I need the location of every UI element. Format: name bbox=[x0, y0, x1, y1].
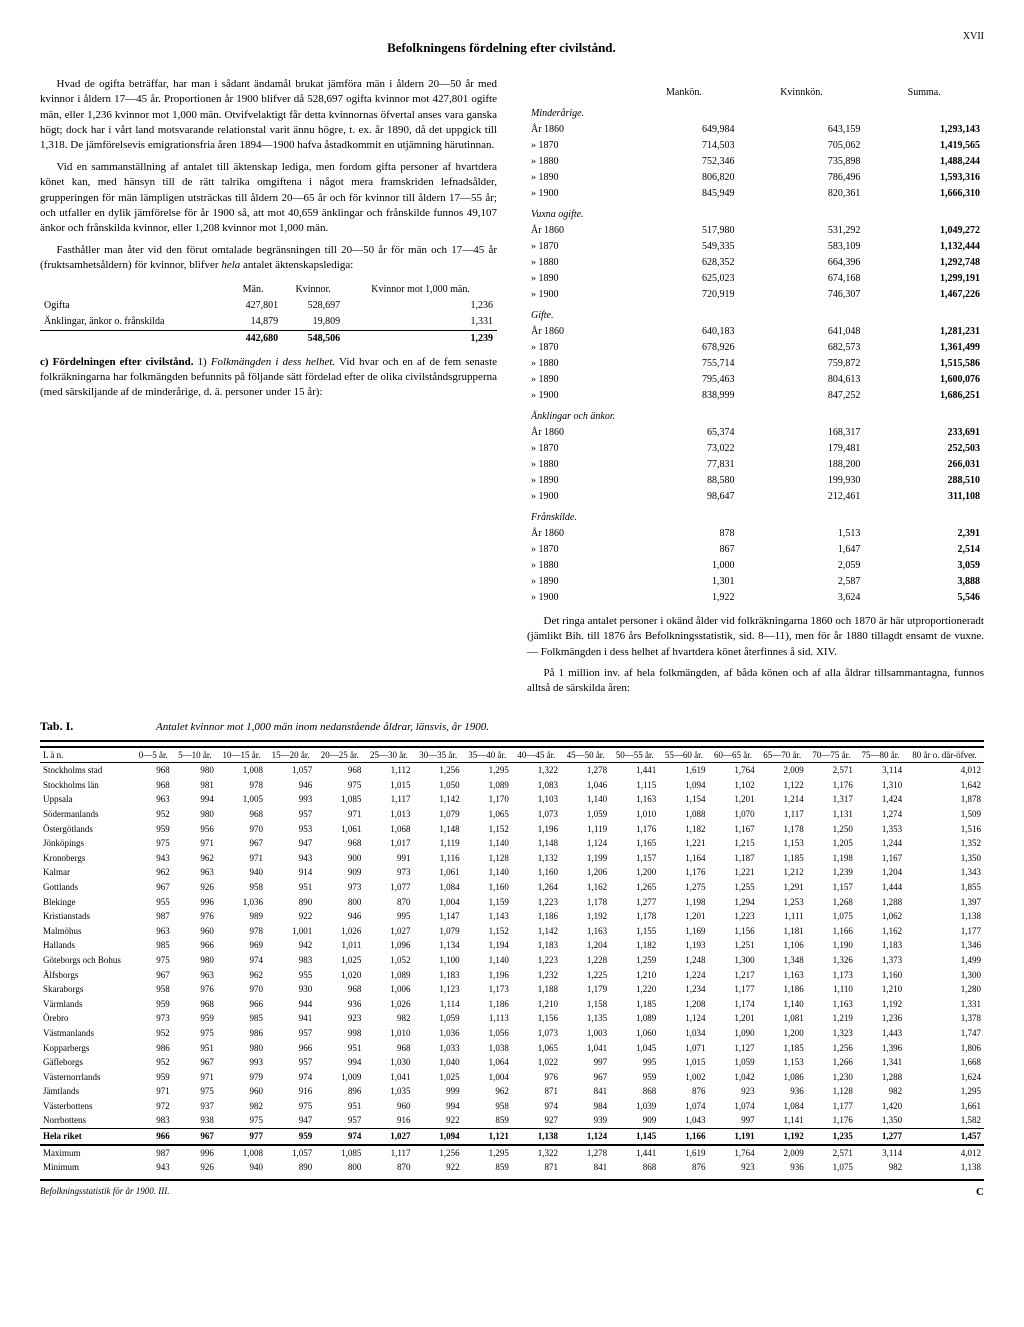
paragraph-3: Fasthåller man åter vid den förut omtala… bbox=[40, 243, 497, 274]
tab1-header: Tab. I. Antalet kvinnor mot 1,000 män in… bbox=[40, 718, 984, 735]
footer: Befolkningsstatistik för år 1900. III. C bbox=[40, 1185, 984, 1198]
paragraph-4: c) Fördelningen efter civilstånd. 1) Fol… bbox=[40, 355, 497, 401]
two-column-layout: Hvad de ogifta beträffar, har man i såda… bbox=[40, 77, 984, 703]
right-column: Mankön.Kvinnkön.Summa. Minderårige.År 18… bbox=[527, 77, 984, 703]
right-paragraph-1: Det ringa antalet personer i okänd ålder… bbox=[527, 614, 984, 660]
paragraph-2: Vid en sammanställning af antalet till ä… bbox=[40, 160, 497, 237]
table-1: L ä n.0—5 år.5—10 år.10—15 år.15—20 år.2… bbox=[40, 746, 984, 1175]
page-title: Befolkningens fördelning efter civilstån… bbox=[40, 39, 984, 57]
page-number: XVII bbox=[963, 30, 984, 44]
mini-summary-table: Män.Kvinnor.Kvinnor mot 1,000 män. Ogift… bbox=[40, 282, 497, 347]
right-paragraph-2: På 1 million inv. af hela folkmängden, a… bbox=[527, 666, 984, 697]
left-column: Hvad de ogifta beträffar, har man i såda… bbox=[40, 77, 497, 703]
census-tables: Mankön.Kvinnkön.Summa. Minderårige.År 18… bbox=[527, 85, 984, 606]
paragraph-1: Hvad de ogifta beträffar, har man i såda… bbox=[40, 77, 497, 154]
